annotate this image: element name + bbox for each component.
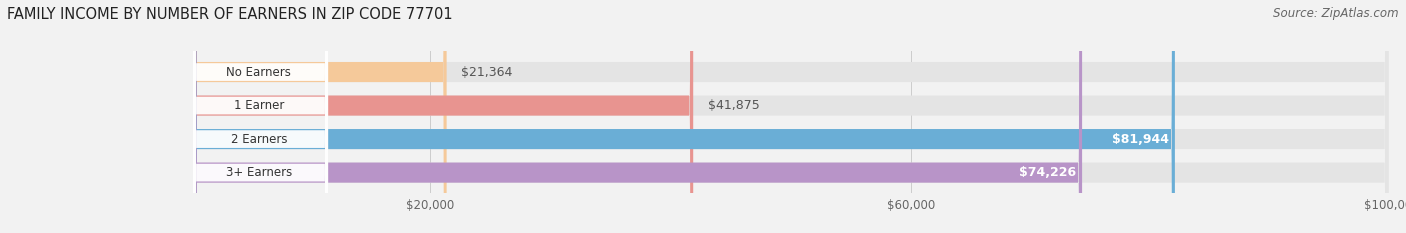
Text: 1 Earner: 1 Earner: [233, 99, 284, 112]
Text: $21,364: $21,364: [461, 65, 512, 79]
FancyBboxPatch shape: [194, 0, 1083, 233]
Text: 3+ Earners: 3+ Earners: [226, 166, 292, 179]
Text: FAMILY INCOME BY NUMBER OF EARNERS IN ZIP CODE 77701: FAMILY INCOME BY NUMBER OF EARNERS IN ZI…: [7, 7, 453, 22]
Text: $74,226: $74,226: [1019, 166, 1076, 179]
FancyBboxPatch shape: [194, 0, 1388, 233]
Text: $41,875: $41,875: [707, 99, 759, 112]
FancyBboxPatch shape: [193, 0, 328, 233]
Text: $81,944: $81,944: [1112, 133, 1168, 146]
FancyBboxPatch shape: [194, 0, 693, 233]
FancyBboxPatch shape: [193, 0, 328, 233]
Text: No Earners: No Earners: [226, 65, 291, 79]
FancyBboxPatch shape: [194, 0, 1388, 233]
FancyBboxPatch shape: [193, 0, 328, 233]
Text: 2 Earners: 2 Earners: [231, 133, 287, 146]
FancyBboxPatch shape: [194, 0, 1388, 233]
FancyBboxPatch shape: [194, 0, 447, 233]
FancyBboxPatch shape: [194, 0, 1175, 233]
Text: Source: ZipAtlas.com: Source: ZipAtlas.com: [1274, 7, 1399, 20]
FancyBboxPatch shape: [193, 0, 328, 233]
FancyBboxPatch shape: [194, 0, 1388, 233]
